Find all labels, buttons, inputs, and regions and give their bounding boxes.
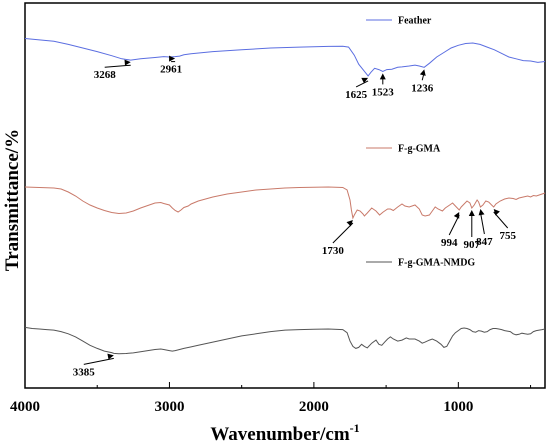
x-tick-label-1000: 1000 [443,399,473,415]
x-axis-title-text: Wavenumber/cm [210,424,349,445]
annotation-arrowhead-3385 [107,353,114,360]
annotation-arrowhead-1236 [419,69,426,76]
annotation-arrowhead-847 [478,209,485,216]
annotation-arrowhead-755 [493,209,500,216]
series-line-2 [24,186,546,220]
x-axis-title-sup: -1 [350,421,360,435]
x-axis-ticks: 4000 3000 2000 1000 [10,382,532,415]
annotation-label-755: 755 [499,230,516,242]
annotation-arrow-994 [448,214,460,236]
annotation-label-1730: 1730 [322,245,345,257]
annotation-label-3268: 3268 [94,69,117,81]
series-line-1 [24,38,546,77]
annotation-label-907: 907 [464,239,481,251]
legend-label-3: F-g-GMA-NMDG [398,258,475,269]
annotation-arrow-3268 [104,64,131,68]
y-axis-title: Transmittance/% [2,129,23,271]
x-tick-label-3000: 3000 [154,399,184,415]
annotation-label-2961: 2961 [160,64,182,76]
series-line-3 [24,326,546,355]
annotation-arrow-1730 [332,222,354,244]
annotation-label-847: 847 [476,236,493,248]
annotation-label-994: 994 [441,237,458,249]
annotation-label-1625: 1625 [345,89,368,101]
annotation-arrow-3385 [83,357,114,365]
series-layer [24,38,546,355]
annotation-arrow-1625 [355,80,369,88]
annotation-arrowhead-907 [468,210,475,216]
annotation-arrowhead-1730 [346,220,353,227]
annotation-arrowhead-3268 [124,59,131,66]
annotation-arrow-847 [479,211,485,235]
annotation-arrowhead-994 [453,212,460,219]
annotation-arrowhead-2961 [169,55,176,62]
annotation-label-1523: 1523 [372,86,395,98]
legend-label-1: Feather [398,16,432,27]
x-tick-label-2000: 2000 [299,399,329,415]
x-axis-title: Wavenumber/cm-1 [210,421,359,445]
plot-frame [24,2,546,389]
legend-layer: Feather F-g-GMA F-g-GMA-NMDG [366,16,475,269]
annotation-arrowhead-1523 [379,73,386,80]
x-tick-label-4000: 4000 [10,399,40,415]
annotation-label-1236: 1236 [411,82,434,94]
annotation-label-3385: 3385 [73,366,96,378]
annotation-arrowhead-1625 [361,77,369,84]
legend-label-2: F-g-GMA [398,144,441,155]
